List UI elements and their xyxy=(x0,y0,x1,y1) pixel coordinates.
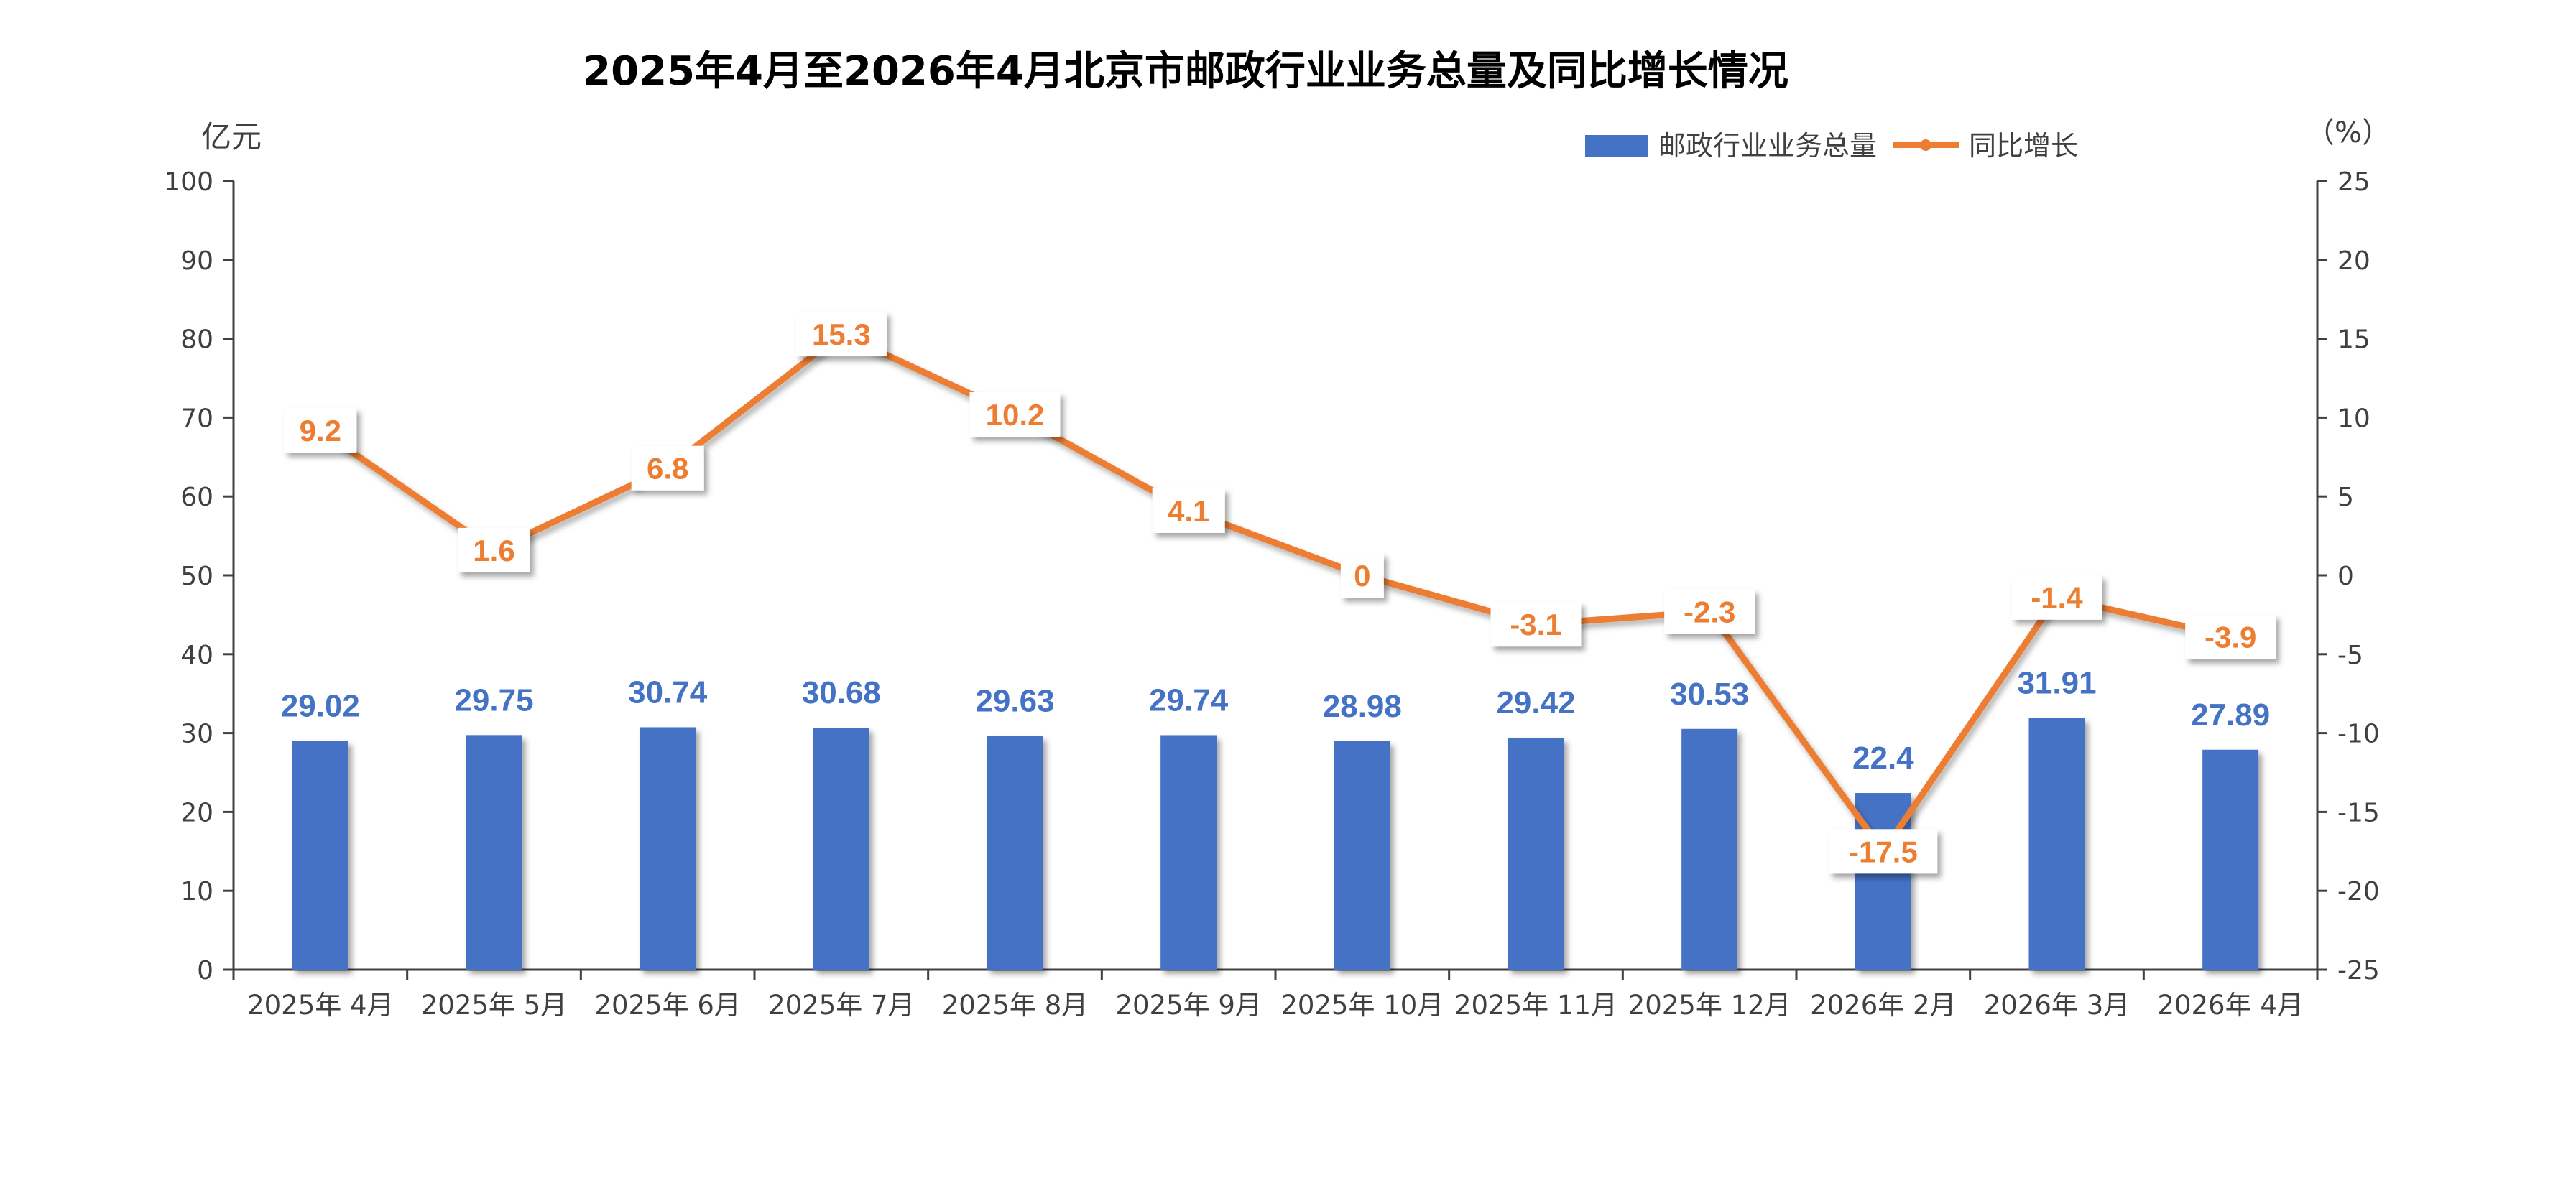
right-axis-unit: （%） xyxy=(2306,116,2391,149)
legend-line-marker xyxy=(1920,139,1931,151)
bar-value-label: 22.4 xyxy=(1852,741,1914,776)
line-label-box xyxy=(969,392,1061,437)
bar xyxy=(1160,735,1217,970)
line-series xyxy=(317,330,2234,855)
bar-value-label: 29.63 xyxy=(975,684,1054,719)
right-tick-label: 5 xyxy=(2337,483,2354,512)
left-tick-label: 20 xyxy=(180,798,213,827)
growth-line xyxy=(317,330,2234,855)
bar-value-label: 30.68 xyxy=(802,675,881,710)
bar-value-label: 28.98 xyxy=(1323,689,1402,724)
line-label-box xyxy=(795,312,887,357)
bar-value-label: 29.75 xyxy=(454,682,533,718)
line-value-label: 10.2 xyxy=(986,398,1045,432)
x-tick-label: 2025年 8月 xyxy=(942,990,1088,1021)
bars xyxy=(292,718,2259,970)
bar xyxy=(2028,718,2085,970)
legend-line-label: 同比增长 xyxy=(1969,130,2078,162)
bar-value-label: 29.02 xyxy=(281,688,360,723)
line-label-box xyxy=(1490,602,1582,647)
bar xyxy=(1508,737,1564,970)
line-label-box xyxy=(458,527,530,572)
bar-value-label: 30.74 xyxy=(628,674,708,710)
x-tick-label: 2026年 3月 xyxy=(1984,990,2130,1021)
line-label-box xyxy=(631,445,704,491)
right-tick-label: -5 xyxy=(2337,641,2363,670)
left-tick-label: 80 xyxy=(180,325,213,355)
line-label-box xyxy=(1829,829,1938,874)
right-tick-label: -15 xyxy=(2337,798,2380,827)
right-tick-label: -25 xyxy=(2337,956,2380,985)
line-value-label: 15.3 xyxy=(812,317,871,351)
line-label-box xyxy=(1664,589,1755,634)
bar-value-label: 29.42 xyxy=(1496,685,1575,720)
x-tick-label: 2025年 10月 xyxy=(1280,990,1444,1021)
left-axis-unit: 亿元 xyxy=(201,119,262,154)
chart-title: 2025年4月至2026年4月北京市邮政行业业务总量及同比增长情况 xyxy=(583,48,1788,95)
bar xyxy=(1681,728,1738,970)
left-tick-label: 40 xyxy=(180,641,213,670)
left-tick-label: 50 xyxy=(180,562,213,591)
left-tick-label: 70 xyxy=(180,404,213,433)
line-label-box xyxy=(2011,575,2102,620)
left-axis: 0 10 20 30 40 50 60 70 80 90 100 xyxy=(164,167,234,985)
line-value-label: -1.4 xyxy=(2031,581,2083,615)
right-axis: -25 -20 -15 -10 -5 0 5 10 15 20 25 xyxy=(2317,167,2380,985)
axes xyxy=(232,181,2319,971)
bar-value-label: 30.53 xyxy=(1670,677,1749,712)
left-tick-label: 60 xyxy=(180,483,213,512)
x-tick-label: 2025年 6月 xyxy=(594,990,740,1021)
bar xyxy=(640,727,696,970)
line-value-label: -3.9 xyxy=(2205,621,2256,654)
line-value-label: -17.5 xyxy=(1849,835,1918,868)
right-tick-label: -20 xyxy=(2337,877,2380,906)
bar xyxy=(987,736,1043,970)
left-tick-label: 90 xyxy=(180,246,213,276)
line-label-box xyxy=(1340,553,1384,598)
right-tick-label: 15 xyxy=(2337,325,2370,355)
x-tick-label: 2026年 2月 xyxy=(1810,990,1956,1021)
bar-value-label: 29.74 xyxy=(1149,682,1229,718)
right-tick-label: 25 xyxy=(2337,167,2370,197)
x-tick-label: 2026年 4月 xyxy=(2157,990,2303,1021)
x-tick-label: 2025年 9月 xyxy=(1115,990,1261,1021)
left-tick-label: 10 xyxy=(180,877,213,906)
x-tick-label: 2025年 11月 xyxy=(1454,990,1617,1021)
line-value-label: -3.1 xyxy=(1510,608,1561,641)
line-value-label: -2.3 xyxy=(1684,595,1735,629)
data-labels: 29.02 29.75 30.74 30.68 29.63 29.74 28.98 29.42… xyxy=(281,312,2276,874)
bar xyxy=(292,741,348,970)
bar-value-label: 31.91 xyxy=(2017,666,2096,701)
bar xyxy=(466,735,522,970)
line-value-label: 9.2 xyxy=(300,414,341,447)
x-axis-labels: 2025年 4月 2025年 5月 2025年 6月 2025年 7月 2025年 8月… xyxy=(232,970,2319,1021)
x-tick-label: 2025年 7月 xyxy=(768,990,914,1021)
x-tick-label: 2025年 12月 xyxy=(1628,990,1791,1021)
left-tick-label: 30 xyxy=(180,720,213,749)
bar xyxy=(1334,741,1390,970)
line-label-box xyxy=(284,407,357,453)
line-value-label: 4.1 xyxy=(1168,494,1209,528)
line-value-label: 0 xyxy=(1354,559,1370,593)
right-tick-label: 0 xyxy=(2337,562,2354,591)
line-label-box xyxy=(2185,614,2276,659)
left-tick-label: 100 xyxy=(164,167,213,197)
left-tick-label: 0 xyxy=(197,956,213,985)
bar xyxy=(2202,749,2259,970)
line-value-label: 1.6 xyxy=(473,534,514,567)
line-label-box xyxy=(1152,488,1225,533)
line-value-label: 6.8 xyxy=(647,452,688,486)
legend: 邮政行业业务总量 同比增长 xyxy=(1585,130,2078,162)
legend-bar-swatch xyxy=(1585,135,1648,157)
x-tick-label: 2025年 4月 xyxy=(247,990,393,1021)
right-tick-label: -10 xyxy=(2337,720,2380,749)
bar xyxy=(813,728,869,970)
right-tick-label: 20 xyxy=(2337,246,2370,276)
bar-value-label: 27.89 xyxy=(2191,697,2270,733)
legend-bar-label: 邮政行业业务总量 xyxy=(1658,130,1877,162)
x-tick-label: 2025年 5月 xyxy=(421,990,567,1021)
right-tick-label: 10 xyxy=(2337,404,2370,433)
